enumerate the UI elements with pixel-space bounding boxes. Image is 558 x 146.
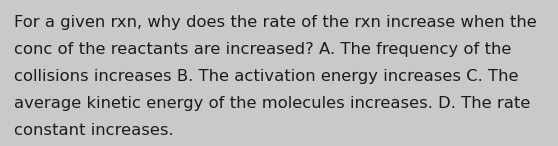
Text: conc of the reactants are increased? A. The frequency of the: conc of the reactants are increased? A. … (14, 42, 511, 57)
Text: collisions increases B. The activation energy increases C. The: collisions increases B. The activation e… (14, 69, 518, 84)
Text: average kinetic energy of the molecules increases. D. The rate: average kinetic energy of the molecules … (14, 96, 530, 111)
Text: For a given rxn, why does the rate of the rxn increase when the: For a given rxn, why does the rate of th… (14, 15, 537, 30)
Text: constant increases.: constant increases. (14, 123, 174, 138)
